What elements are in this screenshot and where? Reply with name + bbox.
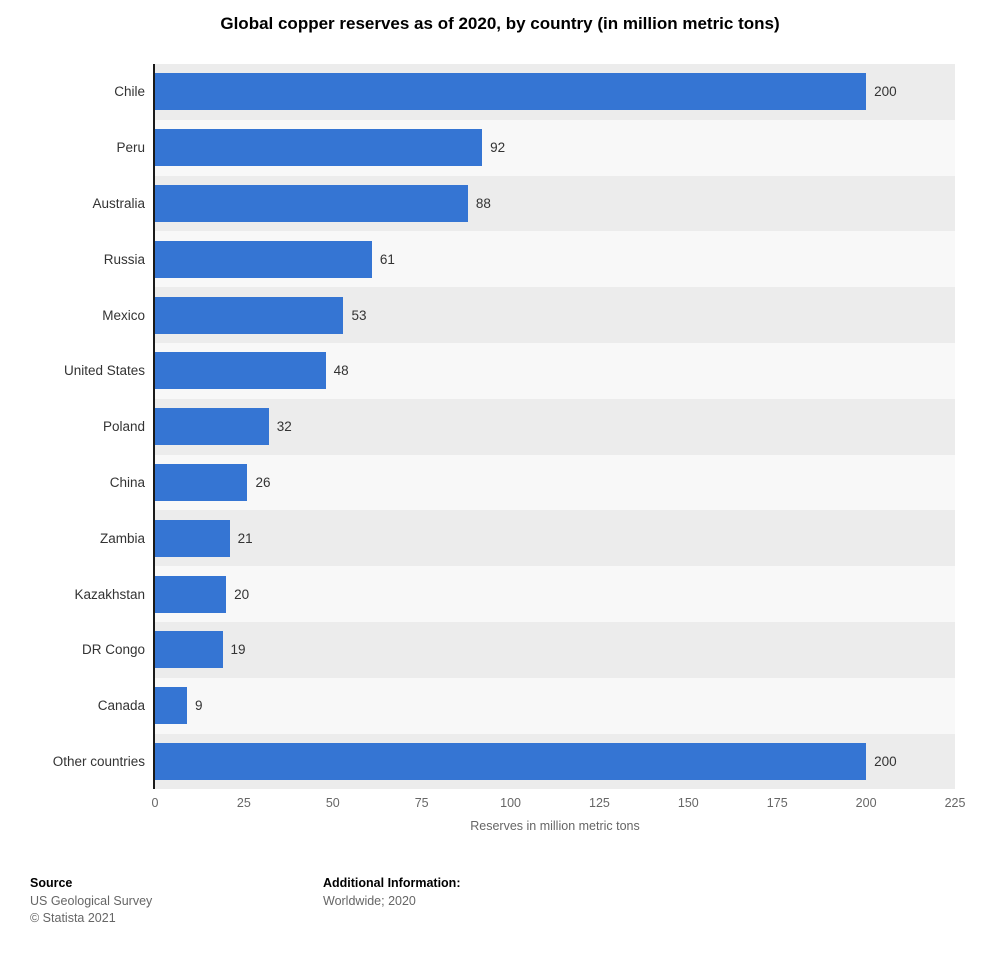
value-label: 21 — [237, 530, 253, 546]
bar-row: Mexico 53 — [0, 287, 955, 343]
bar-chart: Chile 200 Peru 92 Australia 88 Russia 61 Mexico 5… — [0, 64, 966, 834]
category-label: Peru — [0, 119, 153, 176]
bar[interactable] — [155, 463, 248, 501]
bar-track: 21 — [153, 510, 955, 567]
x-tick-label: 200 — [855, 796, 877, 811]
bar-row: Chile 200 — [0, 64, 955, 120]
x-tick-label: 100 — [500, 796, 521, 811]
bar[interactable] — [155, 129, 483, 167]
bar-track: 92 — [153, 119, 955, 176]
bar[interactable] — [155, 631, 223, 669]
category-label: Canada — [0, 677, 153, 734]
value-label: 26 — [255, 474, 271, 490]
bar-row: Zambia 21 — [0, 510, 955, 567]
bar[interactable] — [155, 519, 230, 557]
x-tick-label: 0 — [151, 796, 159, 811]
bar-track: 26 — [153, 454, 955, 511]
x-tick-label: 150 — [677, 796, 699, 811]
bar-track: 88 — [153, 175, 955, 232]
bar[interactable] — [155, 408, 269, 446]
additional-info-heading: Additional Information: — [323, 876, 461, 890]
bar[interactable] — [155, 184, 468, 222]
value-label: 32 — [276, 419, 292, 435]
x-axis: 0 25 50 75 100 125 150 175 200 225 — [151, 789, 966, 813]
value-label: 200 — [874, 753, 897, 769]
bar-row: Australia 88 — [0, 175, 955, 232]
additional-info-block: Additional Information: Worldwide; 2020 — [323, 876, 460, 910]
category-label: Russia — [0, 231, 153, 288]
bar[interactable] — [155, 73, 867, 111]
x-tick-label: 225 — [944, 796, 966, 811]
x-axis-title: Reserves in million metric tons — [470, 819, 640, 834]
bar-rows: Chile 200 Peru 92 Australia 88 Russia 61 Mexico 5… — [0, 64, 955, 790]
category-label: Australia — [0, 175, 153, 232]
footer: Source US Geological Survey © Statista 2… — [0, 876, 1000, 927]
category-label: China — [0, 454, 153, 511]
value-label: 9 — [195, 698, 203, 714]
bar-track: 9 — [153, 677, 955, 734]
bar-row: Kazakhstan 20 — [0, 566, 955, 622]
category-label: Kazakhstan — [0, 566, 153, 622]
bar-track: 200 — [153, 64, 955, 120]
chart-title: Global copper reserves as of 2020, by co… — [220, 14, 780, 33]
category-label: Other countries — [0, 733, 153, 790]
value-label: 88 — [475, 195, 491, 211]
x-tick-label: 75 — [414, 796, 429, 811]
x-tick-label: 125 — [589, 796, 610, 811]
bar-row: Peru 92 — [0, 119, 955, 176]
bar[interactable] — [155, 240, 372, 278]
value-label: 53 — [351, 307, 367, 323]
category-label: Poland — [0, 398, 153, 455]
bar-row: Canada 9 — [0, 677, 955, 734]
bar-row: China 26 — [0, 454, 955, 511]
bar[interactable] — [155, 352, 326, 390]
value-label: 92 — [490, 140, 506, 156]
bar-track: 48 — [153, 342, 955, 399]
value-label: 19 — [230, 642, 246, 658]
bar-row: DR Congo 19 — [0, 621, 955, 678]
bar[interactable] — [155, 742, 867, 780]
x-tick-label: 25 — [236, 796, 251, 811]
bar-track: 61 — [153, 231, 955, 288]
x-tick-label: 50 — [325, 796, 340, 811]
value-label: 200 — [874, 84, 897, 100]
additional-info-line: Worldwide; 2020 — [323, 894, 416, 908]
category-label: United States — [0, 342, 153, 399]
bar-track: 32 — [153, 398, 955, 455]
value-label: 20 — [234, 586, 250, 602]
bar[interactable] — [155, 575, 227, 613]
source-block: Source US Geological Survey © Statista 2… — [30, 876, 1000, 927]
bar-track: 19 — [153, 621, 955, 678]
bar-track: 200 — [153, 733, 955, 790]
bar-row: Other countries 200 — [0, 733, 955, 790]
category-label: Zambia — [0, 510, 153, 567]
source-line: US Geological Survey — [30, 894, 153, 908]
x-tick-label: 175 — [766, 796, 788, 811]
bar-track: 53 — [153, 287, 955, 343]
bar[interactable] — [155, 296, 344, 334]
bar-row: United States 48 — [0, 342, 955, 399]
bar[interactable] — [155, 687, 187, 725]
statista-copyright: © Statista 2021 — [30, 911, 116, 925]
bar-row: Russia 61 — [0, 231, 955, 288]
value-label: 48 — [333, 363, 349, 379]
category-label: DR Congo — [0, 621, 153, 678]
category-label: Chile — [0, 64, 153, 120]
bar-track: 20 — [153, 566, 955, 622]
value-label: 61 — [379, 251, 395, 267]
source-heading: Source — [30, 876, 73, 890]
bar-row: Poland 32 — [0, 398, 955, 455]
category-label: Mexico — [0, 287, 153, 343]
